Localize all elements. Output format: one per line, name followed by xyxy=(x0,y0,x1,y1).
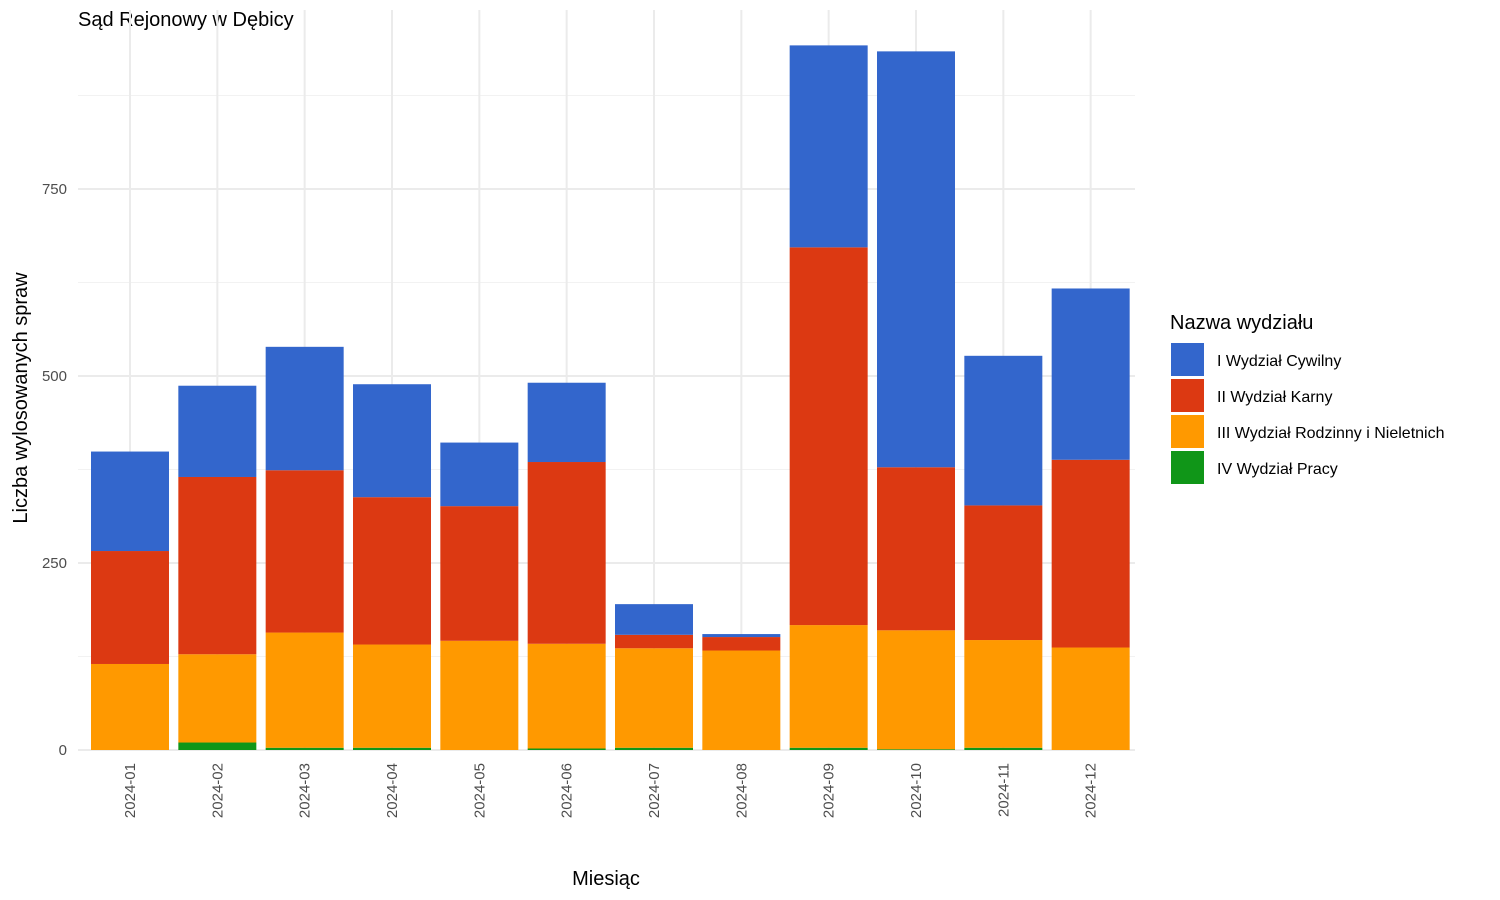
bar-segment xyxy=(964,505,1043,641)
legend-swatch xyxy=(1171,343,1204,376)
bar-segment xyxy=(702,650,781,750)
bar-segment xyxy=(353,384,431,498)
bars xyxy=(91,45,1130,750)
bar-segment xyxy=(265,747,344,750)
x-tick-label: 2024-10 xyxy=(908,763,925,818)
bar-segment xyxy=(702,637,781,651)
bar-segment xyxy=(877,749,955,750)
x-tick-label: 2024-01 xyxy=(122,763,139,818)
x-tick-label: 2024-06 xyxy=(559,763,576,818)
y-axis-title: Liczba wylosowanych spraw xyxy=(10,272,32,524)
x-tick-label: 2024-08 xyxy=(733,763,750,818)
bar-segment xyxy=(964,640,1043,748)
bar-segment xyxy=(527,643,606,749)
bar-segment xyxy=(964,355,1043,506)
bar-segment xyxy=(964,747,1043,750)
y-axis-tick-labels: 0 250 500 750 xyxy=(42,181,67,759)
bar-segment xyxy=(178,385,257,477)
bar-segment xyxy=(265,632,344,748)
legend-title: Nazwa wydziału xyxy=(1170,312,1313,334)
bar-segment xyxy=(527,748,606,750)
bar-segment xyxy=(91,551,169,664)
bar-segment xyxy=(877,467,955,631)
bar-segment xyxy=(877,630,955,750)
bar-segment xyxy=(527,462,606,644)
x-tick-label: 2024-05 xyxy=(471,763,488,818)
legend: Nazwa wydziału I Wydział Cywilny II Wydzi… xyxy=(1170,312,1445,484)
bar-segment xyxy=(178,654,257,743)
y-tick-label: 0 xyxy=(59,742,67,759)
bar-segment xyxy=(789,625,868,748)
bar-segment xyxy=(265,470,344,633)
x-tick-label: 2024-12 xyxy=(1083,763,1100,818)
x-axis-tick-labels: 2024-01 2024-02 2024-03 2024-04 2024-05 2024-… xyxy=(122,763,1100,818)
x-tick-label: 2024-02 xyxy=(209,763,226,818)
x-tick-label: 2024-04 xyxy=(384,763,401,818)
chart-title: Sąd Rejonowy w Dębicy xyxy=(78,9,294,31)
bar-segment xyxy=(702,634,781,638)
bar-segment xyxy=(615,747,693,750)
y-tick-label: 500 xyxy=(42,368,67,385)
y-tick-label: 750 xyxy=(42,181,67,198)
x-tick-label: 2024-11 xyxy=(995,763,1012,817)
bar-segment xyxy=(615,604,693,635)
bar-segment xyxy=(265,346,344,471)
legend-label: I Wydział Cywilny xyxy=(1217,353,1341,370)
bar-segment xyxy=(91,663,169,750)
bar-segment xyxy=(178,742,257,750)
bar-segment xyxy=(615,634,693,649)
bar-segment xyxy=(353,497,431,645)
y-tick-label: 250 xyxy=(42,555,67,572)
bar-segment xyxy=(353,747,431,750)
x-tick-label: 2024-07 xyxy=(646,763,663,818)
bar-segment xyxy=(527,382,606,463)
bar-segment xyxy=(1051,288,1130,460)
bar-segment xyxy=(91,451,169,552)
bar-segment xyxy=(353,644,431,748)
x-tick-label: 2024-03 xyxy=(297,763,314,818)
bar-segment xyxy=(1051,647,1130,750)
x-axis-title: Miesiąc xyxy=(572,868,640,890)
x-tick-label: 2024-09 xyxy=(821,763,838,818)
bar-segment xyxy=(1051,459,1130,648)
bar-segment xyxy=(440,442,519,507)
bar-segment xyxy=(615,648,693,748)
bar-segment xyxy=(789,247,868,626)
bar-segment xyxy=(877,51,955,468)
legend-swatch xyxy=(1171,379,1204,412)
legend-swatch xyxy=(1171,415,1204,448)
bar-segment xyxy=(789,747,868,750)
bar-segment xyxy=(440,506,519,641)
bar-segment xyxy=(178,476,257,655)
bar-segment xyxy=(440,640,519,750)
legend-label: III Wydział Rodzinny i Nieletnich xyxy=(1217,425,1445,442)
legend-label: II Wydział Karny xyxy=(1217,389,1332,406)
bar-segment xyxy=(789,45,868,248)
legend-swatch xyxy=(1171,451,1204,484)
legend-label: IV Wydział Pracy xyxy=(1217,461,1338,478)
